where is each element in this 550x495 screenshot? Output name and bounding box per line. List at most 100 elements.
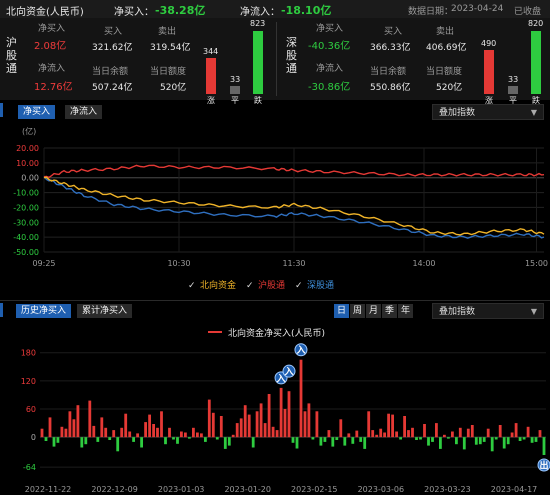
net-inflow-label: 净流入： xyxy=(240,7,280,18)
tab-net-buy[interactable]: 净买入 xyxy=(18,105,56,119)
history-bar xyxy=(219,416,223,438)
tab-cumulative-net-buy[interactable]: 累计净买入 xyxy=(77,304,133,318)
history-bar xyxy=(84,437,88,445)
history-bar xyxy=(514,423,518,438)
history-bar xyxy=(335,437,339,440)
history-bar xyxy=(192,427,195,438)
tab-net-inflow[interactable]: 净流入 xyxy=(65,105,103,119)
history-bar xyxy=(267,394,271,438)
legend-hgt[interactable]: ✓ 沪股通 xyxy=(246,281,286,291)
history-bar xyxy=(319,437,323,446)
page-title: 北向资金(人民币) xyxy=(6,7,84,18)
x-tick-label: 2023-03-23 xyxy=(424,485,471,494)
history-bar xyxy=(48,417,52,438)
sgt-quota-value: 520亿 xyxy=(436,83,463,93)
history-bar xyxy=(204,437,207,442)
x-tick-label: 2023-01-03 xyxy=(158,485,205,494)
history-bar xyxy=(379,428,383,438)
history-bar xyxy=(466,428,470,438)
stats-panel: 沪股通 净买入 2.08亿 买入 321.62亿 卖出 319.54亿 净流入 … xyxy=(0,18,550,105)
history-bar xyxy=(271,426,275,438)
legend-sgt[interactable]: ✓ 深股通 xyxy=(295,281,335,291)
history-bar xyxy=(140,437,143,448)
history-bar xyxy=(148,414,151,438)
hgt-up-count: 344 xyxy=(203,47,219,56)
y-tick-label: -40.00 xyxy=(13,233,39,242)
history-bar xyxy=(211,412,215,438)
history-bar xyxy=(283,409,287,438)
x-tick-label: 09:25 xyxy=(32,259,55,268)
history-bar xyxy=(112,430,116,438)
hgt-flat-bar xyxy=(230,86,240,94)
history-bar xyxy=(311,437,315,440)
history-bar xyxy=(478,437,482,445)
history-bar xyxy=(100,417,104,438)
history-bar xyxy=(522,437,526,440)
history-bar xyxy=(291,437,295,443)
history-bar xyxy=(363,437,367,449)
section-divider xyxy=(0,300,550,301)
history-bar xyxy=(351,437,355,444)
x-tick-label: 2023-03-06 xyxy=(358,485,405,494)
history-bar xyxy=(462,437,466,450)
history-bar xyxy=(395,431,398,438)
history-bar xyxy=(56,437,60,443)
history-bar xyxy=(200,433,203,438)
history-bar xyxy=(80,437,84,448)
sgt-sell-label: 卖出 xyxy=(436,27,455,37)
history-bar xyxy=(530,437,534,443)
x-tick-label: 15:00 xyxy=(525,259,548,268)
history-bar xyxy=(518,437,522,441)
history-overlay-dropdown[interactable]: 叠加指数 ▼ xyxy=(432,303,544,319)
y-tick-label: -30.00 xyxy=(13,218,39,227)
x-tick-label: 11:30 xyxy=(282,259,305,268)
history-chart: 180 120 60 0 -64 2022-11-22 2022-12-09 2023-01-… xyxy=(21,343,550,494)
history-bar xyxy=(104,427,108,438)
tab-history-net-buy[interactable]: 历史净买入 xyxy=(16,304,72,318)
period-quarter[interactable]: 季 xyxy=(382,304,397,318)
period-day[interactable]: 日 xyxy=(334,304,349,318)
history-bar xyxy=(423,424,426,438)
history-bar xyxy=(526,426,530,438)
x-tick-label: 2023-04-17 xyxy=(491,485,538,494)
history-bar xyxy=(371,430,375,438)
history-bar xyxy=(431,437,434,442)
period-month[interactable]: 月 xyxy=(366,304,381,318)
history-bar xyxy=(447,437,450,439)
sgt-quota-label: 当日额度 xyxy=(426,67,463,77)
history-bar xyxy=(387,413,390,438)
x-tick-label: 14:00 xyxy=(412,259,435,268)
history-bar xyxy=(502,437,506,449)
legend-north[interactable]: ✓ 北向资金 xyxy=(188,281,237,291)
history-bar xyxy=(323,437,327,442)
hgt-quota-label: 当日额度 xyxy=(150,67,187,77)
hgt-net-inflow-label: 净流入 xyxy=(38,64,66,74)
history-bar xyxy=(287,391,291,438)
net-buy-label: 净买入： xyxy=(114,7,154,18)
overlay-index-dropdown[interactable]: 叠加指数 ▼ xyxy=(432,104,544,120)
period-year[interactable]: 年 xyxy=(398,304,413,318)
history-bar xyxy=(534,437,538,442)
sgt-sell-value: 406.69亿 xyxy=(426,43,467,53)
history-bar xyxy=(96,437,100,442)
sgt-name: 深股通 xyxy=(286,36,297,75)
history-bar xyxy=(239,418,243,438)
marker-circle xyxy=(537,458,550,472)
marker-label: 出 xyxy=(540,459,549,471)
y-unit-label: (亿) xyxy=(22,127,37,136)
net-inflow-value: -18.10亿 xyxy=(281,4,332,17)
sgt-up-bar xyxy=(484,50,494,94)
history-accent xyxy=(0,303,3,317)
sgt-line xyxy=(43,176,545,239)
hgt-down-bar xyxy=(253,31,263,94)
history-bar xyxy=(88,400,92,438)
history-bar xyxy=(223,437,227,449)
sgt-net-buy-label: 净买入 xyxy=(316,24,344,34)
date-label: 数据日期： xyxy=(408,7,454,17)
history-bar xyxy=(411,427,414,438)
history-bar xyxy=(542,437,546,455)
sgt-net-buy-value: -40.36亿 xyxy=(308,41,351,52)
history-bar xyxy=(470,425,474,438)
period-week[interactable]: 周 xyxy=(350,304,365,318)
chevron-down-icon: ▼ xyxy=(530,307,537,316)
